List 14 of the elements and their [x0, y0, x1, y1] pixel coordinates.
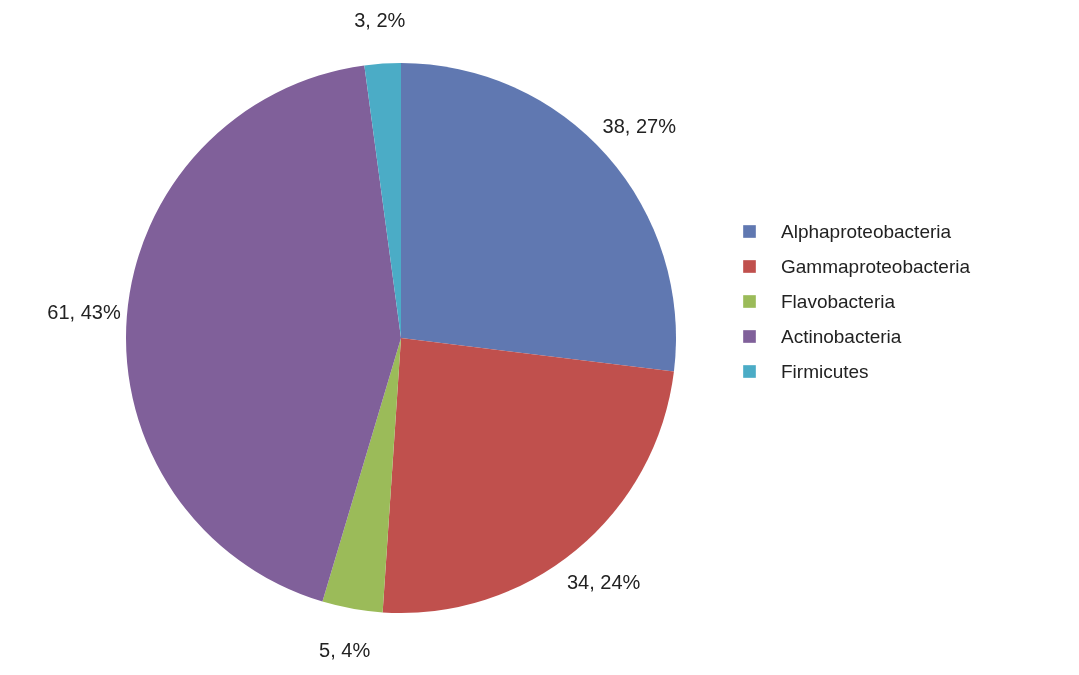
- pie-slice: [126, 65, 401, 602]
- pie-slice: [322, 338, 401, 613]
- legend-label: Alphaproteobacteria: [781, 220, 952, 242]
- legend-label: Actinobacteria: [781, 325, 902, 347]
- data-label: 5, 4%: [319, 638, 371, 661]
- pie-slice: [382, 338, 674, 613]
- data-label: 3, 2%: [354, 8, 406, 31]
- data-label: 38, 27%: [602, 115, 677, 138]
- data-label: 61, 43%: [47, 301, 121, 324]
- pie-slice: [401, 63, 676, 372]
- legend-label: Flavobacteria: [781, 290, 896, 312]
- legend-label: Firmicutes: [781, 360, 869, 382]
- data-label: 34, 24%: [566, 571, 641, 594]
- legend-label: Gammaproteobacteria: [781, 255, 971, 277]
